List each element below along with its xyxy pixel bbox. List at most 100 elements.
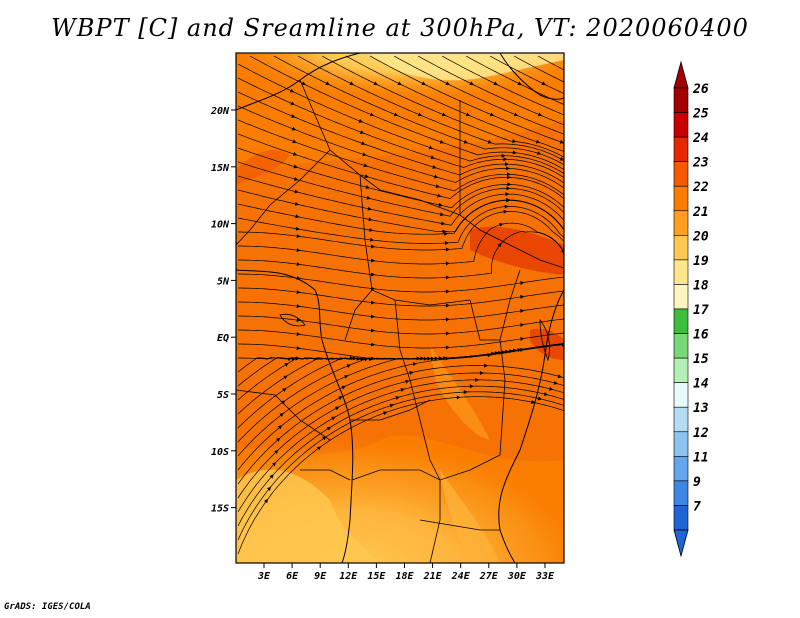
lon-tick-label: 12E <box>339 571 358 582</box>
streamline-arrow <box>559 139 564 144</box>
streamline-arrow <box>503 157 508 162</box>
streamline-arrow <box>296 318 301 322</box>
streamline <box>369 55 564 144</box>
colorbar-label: 7 <box>693 499 701 514</box>
streamline-arrow <box>549 386 554 391</box>
streamline <box>237 396 564 555</box>
grads-credit: GrADS: IGES/COLA <box>4 602 91 612</box>
streamline-arrow <box>506 166 511 171</box>
lon-tick-label: 18E <box>395 571 414 582</box>
streamline-arrow <box>487 353 492 358</box>
streamline-arrow <box>501 153 506 158</box>
streamline-arrow <box>536 151 542 155</box>
colorbar-segment <box>673 382 689 408</box>
streamline-arrow <box>463 139 469 144</box>
streamline-arrow <box>465 112 471 117</box>
streamline-arrow <box>289 88 295 93</box>
streamline-arrow <box>296 276 301 280</box>
streamline-arrow <box>294 201 300 206</box>
streamline-arrow <box>271 462 277 467</box>
streamline-arrow <box>365 185 370 189</box>
streamline-arrow <box>352 356 358 361</box>
streamline <box>237 175 564 226</box>
streamline-arrow <box>370 342 376 347</box>
streamline-arrow <box>295 214 300 219</box>
streamline-arrow <box>517 81 522 85</box>
streamline-arrow <box>445 303 450 308</box>
colorbar-segment <box>673 136 689 162</box>
streamline-arrow <box>369 228 374 232</box>
streamline-arrow <box>291 126 297 131</box>
streamline <box>237 91 564 184</box>
streamline-arrow <box>286 357 292 362</box>
streamline-arrow <box>445 356 450 361</box>
streamline-arrow <box>504 162 509 167</box>
streamline-arrow <box>334 406 340 411</box>
streamline-arrow <box>331 416 336 421</box>
streamline-arrow <box>434 174 439 179</box>
streamline <box>297 55 564 161</box>
streamline <box>513 55 564 83</box>
streamline-arrow <box>469 384 474 389</box>
streamline <box>237 63 564 175</box>
colorbar-bottom-arrow <box>673 529 689 558</box>
streamline-arrow <box>373 81 378 85</box>
streamline-arrow <box>537 396 543 401</box>
lat-tick-label: 10S <box>211 447 229 458</box>
colorbar-segment <box>673 406 689 433</box>
streamline-arrow <box>504 204 509 209</box>
colorbar-label: 13 <box>693 401 709 416</box>
streamline-arrow <box>506 175 511 180</box>
streamline-arrow <box>487 139 493 144</box>
streamline-arrow <box>520 323 525 327</box>
streamline-arrow <box>282 388 287 392</box>
streamline-arrow <box>296 346 301 350</box>
streamline-arrow <box>520 337 525 341</box>
latitude-axis: 20N 15N 10N 5N EQ 5S 10S 15S <box>210 106 236 515</box>
lon-tick-label: 3E <box>257 571 271 582</box>
streamline-arrow <box>284 362 289 367</box>
map-plot-area <box>236 53 564 563</box>
streamline-arrow <box>444 241 449 245</box>
streamline <box>238 287 564 307</box>
streamline-arrow <box>358 119 363 123</box>
streamline-arrow <box>280 400 286 405</box>
longitude-axis: 3E 6E 9E 12E 15E 18E 21E 24E 27E 30E 33E <box>257 563 555 582</box>
lat-tick-label: 10N <box>211 220 230 231</box>
streamline-arrow <box>296 290 301 294</box>
map-title: WBPT [C] and Sreamline at 300hPa, VT: 20… <box>51 14 749 42</box>
streamline-arrow <box>370 272 376 277</box>
streamline-arrow <box>435 184 440 188</box>
streamline-arrow <box>296 304 301 308</box>
streamline-arrow <box>512 150 517 155</box>
streamline-arrow <box>560 249 564 254</box>
streamline-arrow <box>296 234 301 238</box>
colorbar-label: 15 <box>693 352 709 367</box>
streamline-arrow <box>359 130 365 134</box>
streamline <box>237 189 564 233</box>
lon-tick-label: 27E <box>479 571 499 582</box>
streamline-arrow <box>493 81 498 85</box>
streamline-arrow <box>383 411 388 416</box>
streamline-arrow <box>405 379 410 384</box>
streamline-arrow <box>445 317 450 322</box>
streamline-arrow <box>393 112 399 117</box>
streamline-arrow <box>277 425 283 430</box>
colorbar-segment <box>673 185 689 212</box>
streamline-arrow <box>430 155 435 160</box>
streamline-arrow <box>370 300 376 305</box>
streamline-arrow <box>479 371 484 375</box>
streamline-arrow <box>445 345 450 350</box>
streamline-arrow <box>484 363 489 368</box>
colorbar-label: 9 <box>693 475 701 490</box>
streamline-arrow <box>444 231 449 236</box>
streamline-arrow <box>349 81 354 85</box>
streamline-arrow <box>325 81 330 85</box>
streamline-arrow <box>438 202 443 207</box>
streamline-arrow <box>507 182 512 187</box>
streamline-arrow <box>370 237 375 242</box>
streamline-arrow <box>445 331 450 336</box>
streamline-arrow <box>344 375 349 379</box>
colorbar-segment <box>673 161 689 187</box>
